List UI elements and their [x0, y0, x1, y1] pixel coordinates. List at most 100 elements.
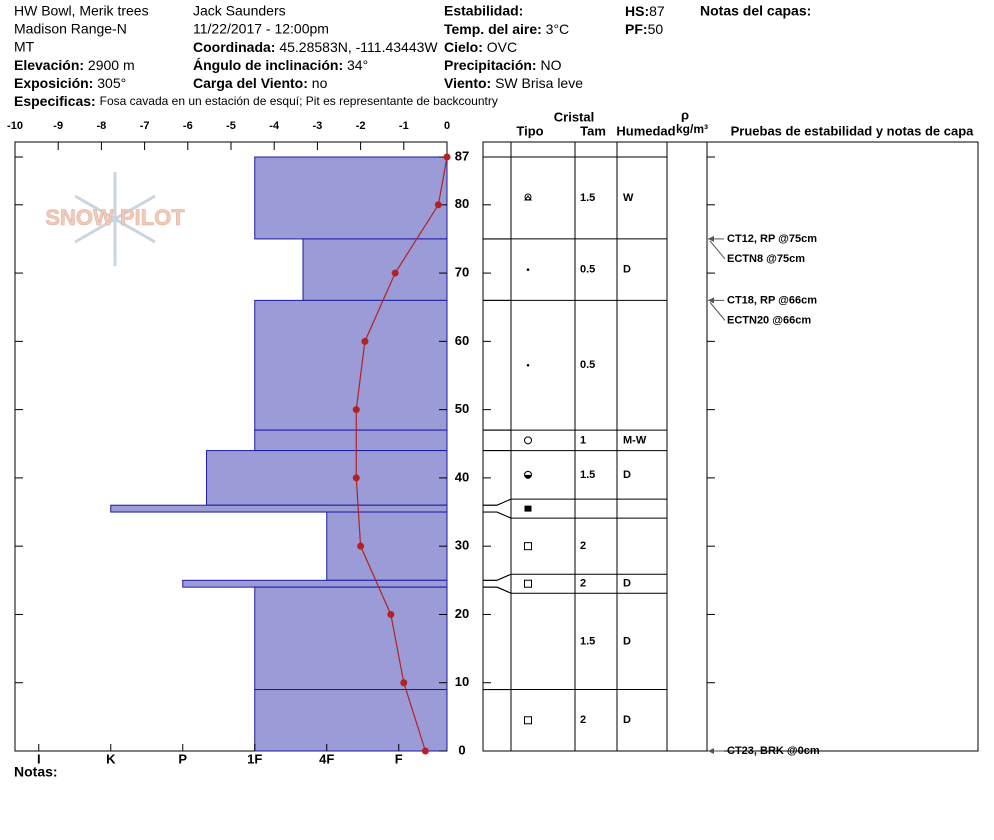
- moisture: W: [623, 192, 634, 204]
- x-tick-label: -10: [7, 120, 23, 132]
- temperature-point: [361, 337, 369, 345]
- test-label: ECTN8 @75cm: [727, 253, 805, 265]
- temperature-point: [421, 747, 429, 755]
- col-header: Cristal: [554, 109, 594, 124]
- x-tick-label: -3: [313, 120, 323, 132]
- label: Notas del capas:: [700, 3, 811, 19]
- moisture: D: [623, 469, 631, 481]
- moisture: M-W: [623, 434, 647, 446]
- header: HW Bowl, Merik trees Madison Range-N MT …: [14, 3, 811, 780]
- label: Carga del Viento:: [193, 75, 308, 91]
- grain-size: 1.5: [580, 469, 595, 481]
- connector: [496, 573, 512, 581]
- label: Temp. del aire:: [444, 21, 542, 37]
- label: Elevación:: [14, 57, 84, 73]
- y-tick-label: 87: [455, 148, 469, 163]
- hardness-bar: [206, 450, 448, 506]
- value: 3°C: [546, 21, 570, 37]
- y-tick-label: 80: [455, 196, 469, 211]
- field: Precipitación: NO: [444, 57, 562, 73]
- value: 87: [649, 3, 665, 19]
- connector: [496, 586, 512, 594]
- value: 34°: [347, 57, 368, 73]
- label: Ángulo de inclinación:: [193, 57, 343, 73]
- temperature-point: [443, 153, 451, 161]
- temperature-point: [352, 406, 360, 414]
- x-tick-label: 0: [444, 120, 450, 132]
- connector: [496, 511, 512, 519]
- field: Viento: SW Brisa leve: [444, 75, 583, 91]
- value: Fosa cavada en un estación de esquí; Pit…: [100, 94, 498, 108]
- x-tick-label: -5: [226, 120, 236, 132]
- y-tick-label: 10: [455, 674, 469, 689]
- test-label: CT12, RP @75cm: [727, 233, 817, 245]
- y-tick-label: 20: [455, 606, 469, 621]
- label: Coordinada:: [193, 39, 275, 55]
- field: Exposición: 305°: [14, 75, 126, 91]
- grain-icon: [524, 716, 532, 725]
- label: Viento:: [444, 75, 491, 91]
- col-header: ρ: [681, 107, 689, 122]
- y-tick-label: 0: [458, 742, 465, 757]
- col-header: Tipo: [516, 123, 543, 138]
- label: HS:: [625, 3, 649, 19]
- col-header: kg/m³: [676, 122, 708, 136]
- grain-size: 2: [580, 540, 586, 552]
- y-tick-label: 60: [455, 333, 469, 348]
- col-header: Pruebas de estabilidad y notas de capa: [731, 123, 975, 138]
- grain-icon: [524, 436, 532, 445]
- hardness-tick-label: K: [106, 751, 116, 766]
- col-header: Tam: [580, 123, 606, 138]
- field: Temp. del aire: 3°C: [444, 21, 569, 37]
- hardness-tick-label: I: [37, 751, 41, 766]
- field: Coordinada: 45.28583N, -111.43443W: [193, 39, 438, 55]
- hardness-bar: [254, 586, 448, 691]
- test-arrow-head: [708, 297, 714, 304]
- hardness-bar: [110, 504, 448, 513]
- grain-size: 0.5: [580, 359, 595, 371]
- x-tick-label: -4: [269, 120, 280, 132]
- test-label: ECTN20 @66cm: [727, 314, 811, 326]
- hardness-bar: [326, 511, 448, 581]
- field: Elevación: 2900 m: [14, 57, 135, 73]
- observer: Jack Saunders: [193, 3, 286, 19]
- x-tick-label: -1: [399, 120, 409, 132]
- temperature-point: [434, 201, 442, 209]
- moisture: D: [623, 578, 631, 590]
- value: 305°: [97, 75, 126, 91]
- hardness-bar: [254, 156, 448, 240]
- grain-size: 2: [580, 578, 586, 590]
- value: 2900 m: [88, 57, 135, 73]
- temperature-point: [391, 269, 399, 277]
- col-header: Humedad: [616, 123, 675, 138]
- hardness-tick-label: 4F: [319, 751, 334, 766]
- moisture: D: [623, 714, 631, 726]
- test-arrow-head: [708, 235, 714, 242]
- grain-size: 1.5: [580, 192, 595, 204]
- label: Especificas:: [14, 93, 96, 109]
- grain-icon: [524, 542, 532, 551]
- grain-icon: [524, 474, 532, 479]
- hardness-tick-label: P: [178, 751, 187, 766]
- label: Exposición:: [14, 75, 93, 91]
- label: PF:: [625, 21, 648, 37]
- x-tick-label: -9: [53, 120, 63, 132]
- hardness-bar: [254, 429, 448, 452]
- grain-icon: [524, 195, 532, 201]
- field: Carga del Viento: no: [193, 75, 328, 91]
- label: Precipitación:: [444, 57, 537, 73]
- hardness-bar: [302, 238, 448, 301]
- temperature-point: [400, 679, 408, 687]
- table-columns: [510, 142, 708, 751]
- field: Especificas: Fosa cavada en un estación …: [14, 93, 498, 109]
- value: no: [312, 75, 328, 91]
- grain-size: 0.5: [580, 264, 595, 276]
- test-arrow: [709, 240, 726, 260]
- state: MT: [14, 39, 35, 55]
- grain-size: 1.5: [580, 635, 595, 647]
- field: HS:87: [625, 3, 665, 19]
- field: Cielo: OVC: [444, 39, 517, 55]
- temperature-line: [355, 156, 448, 752]
- test-label: CT23, BRK @0cm: [727, 745, 820, 757]
- y-tick-label: 70: [455, 265, 469, 280]
